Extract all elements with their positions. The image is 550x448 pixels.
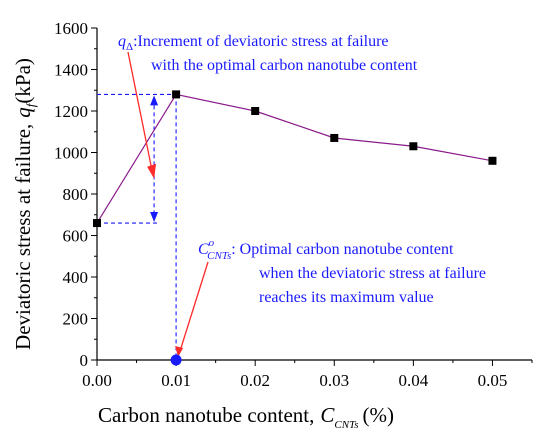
c-annotation-superscript: o (209, 237, 215, 249)
q-annotation-text1: :Increment of deviatoric stress at failu… (133, 33, 388, 50)
data-point (409, 142, 418, 151)
annotations: qΔ:Increment of deviatoric stress at fai… (118, 33, 486, 306)
q-annotation-subscript: Δ (126, 41, 133, 53)
axes: 0 200 400 600 800 1000 1200 1400 1600 0.00 0.01 0.0… (54, 19, 533, 390)
y-axis-title-subscript: f (23, 101, 38, 107)
q-annotation-arrow (127, 51, 153, 171)
c-annotation-line2: when the deviatoric stress at failure (259, 265, 486, 282)
y-tick-label: 0 (80, 351, 89, 370)
y-axis-title-unit: (kPa) (11, 58, 35, 104)
y-tick-label: 200 (63, 310, 89, 329)
x-tick-label: 0.02 (240, 371, 270, 390)
optimal-point-marker (170, 354, 182, 366)
c-annotation-line1: Co CNTs: Optimal carbon nanotube content (198, 237, 454, 262)
x-tick-label: 0.04 (398, 371, 428, 390)
x-axis-title-subscript: CNTs (334, 419, 358, 431)
y-tick-label: 1200 (54, 102, 88, 121)
series-line (96, 93, 493, 224)
q-annotation-line1: qΔ:Increment of deviatoric stress at fai… (118, 33, 389, 53)
c-annotation-symbol: C (198, 241, 209, 258)
x-tick-label: 0.01 (161, 371, 191, 390)
c-annotation-line3: reaches its maximum value (259, 289, 434, 306)
c-annotation-arrow (178, 261, 209, 355)
y-axis-title-symbol: q (11, 107, 35, 118)
x-axis-title-text: Carbon nanotube content, (98, 403, 314, 427)
data-point (330, 133, 339, 142)
x-axis-title-unit: (%) (362, 403, 393, 427)
x-axis-title: Carbon nanotube content, CCNTs (%) (98, 403, 394, 431)
y-tick-label: 800 (63, 185, 89, 204)
c-annotation-text1: : Optimal carbon nanotube content (231, 241, 454, 258)
y-tick-label: 1600 (54, 19, 88, 38)
q-annotation-symbol: q (118, 33, 126, 50)
q-annotation-arrowhead (147, 163, 157, 179)
x-axis-title-symbol: C (320, 403, 335, 427)
guide-lines (97, 93, 177, 360)
series-group (93, 51, 497, 366)
x-tick-label: 0.00 (82, 371, 112, 390)
c-annotation-subscript: CNTs (207, 250, 231, 262)
q-annotation-line2: with the optimal carbon nanotube content (151, 57, 418, 74)
data-point (251, 107, 260, 115)
c-annotation-arrowhead (175, 346, 184, 357)
x-tick-label: 0.05 (478, 371, 508, 390)
increment-arrow-head-up (150, 95, 159, 106)
y-axis-title: Deviatoric stress at failure, qf(kPa) (11, 58, 38, 350)
y-tick-label: 400 (63, 268, 89, 287)
y-tick-label: 1000 (54, 144, 88, 163)
increment-arrow-head-down (150, 212, 159, 223)
y-axis-title-text: Deviatoric stress at failure, (11, 124, 35, 350)
y-tick-label: 600 (63, 227, 89, 246)
data-point (172, 90, 181, 99)
data-point (93, 219, 101, 228)
x-tick-label: 0.03 (319, 371, 349, 390)
data-point (488, 156, 497, 165)
y-tick-label: 1400 (54, 61, 88, 80)
